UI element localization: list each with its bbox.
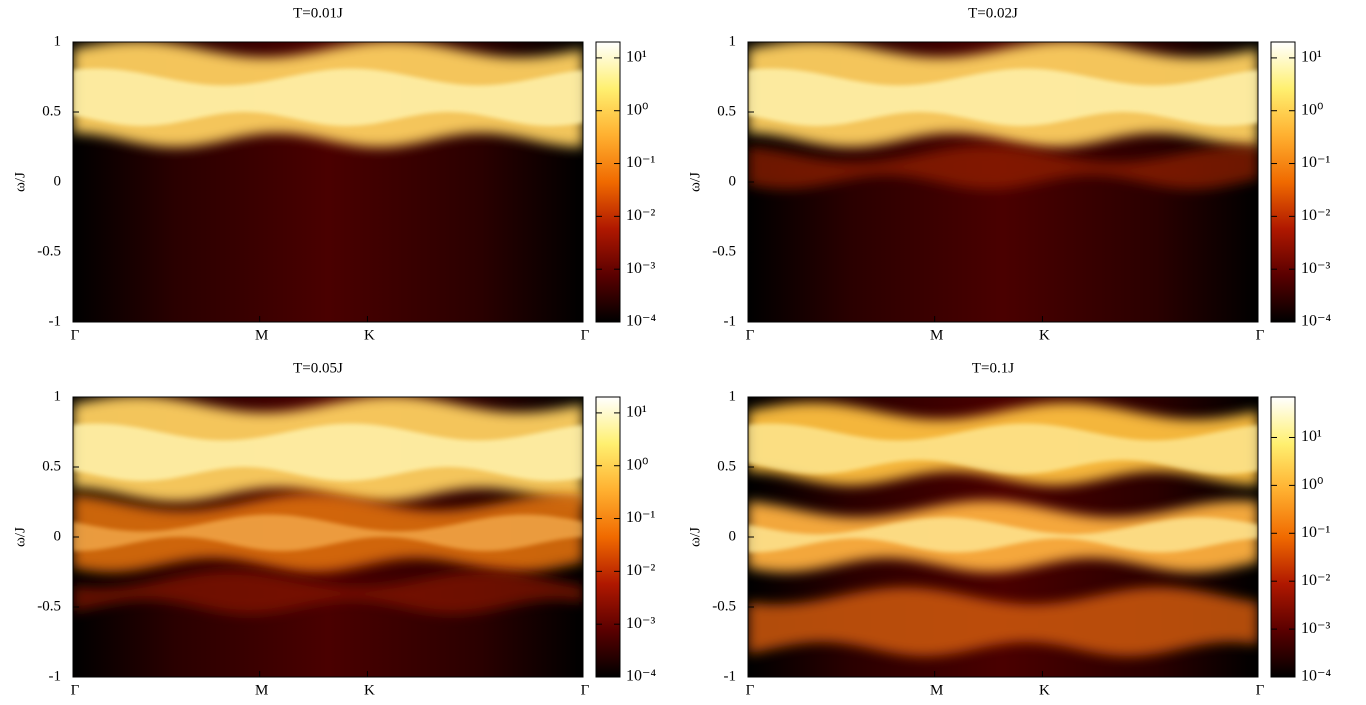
y-axis-label: ω/J [687, 172, 703, 192]
y-tick-label: 0 [54, 528, 62, 544]
heatmap-band [748, 517, 1258, 553]
x-tick-label: Γ [581, 327, 590, 343]
colorbar-tick-label: 10⁻¹ [1301, 154, 1330, 171]
heatmap [73, 397, 583, 677]
y-tick-label: 0 [729, 528, 737, 544]
heatmap-band [748, 68, 1258, 126]
x-tick-label: M [930, 682, 943, 698]
x-tick-label: K [364, 327, 375, 343]
y-tick-label: 0.5 [42, 458, 61, 474]
x-tick-label: M [255, 682, 268, 698]
panel: T=0.1J ω/J -1 -0.5 0 0.5 1 Γ M K Γ 10⁻⁴ 10⁻³ 10⁻² 10⁻¹… [687, 360, 1331, 698]
colorbar-tick-label: 10⁻⁴ [1301, 313, 1331, 330]
colorbar-tick-label: 10⁻⁴ [626, 668, 656, 685]
colorbar-tick-label: 10⁻³ [626, 260, 655, 277]
colorbar-tick-label: 10⁰ [626, 456, 648, 473]
colorbar-tick-label: 10⁻³ [1301, 260, 1330, 277]
y-axis-label: ω/J [687, 527, 703, 547]
y-tick-label: -0.5 [37, 243, 61, 259]
colorbar-tick-label: 10⁰ [1301, 101, 1323, 118]
panel: T=0.05J ω/J -1 -0.5 0 0.5 1 Γ M K Γ 10⁻⁴ 10⁻³ 10⁻² 10⁻… [12, 360, 656, 698]
x-tick-label: M [930, 327, 943, 343]
colorbar-tick-label: 10⁰ [626, 101, 648, 118]
x-tick-label: K [1039, 327, 1050, 343]
colorbar-tick-label: 10⁻⁴ [626, 313, 656, 330]
colorbar-tick-label: 10¹ [626, 404, 647, 421]
heatmap-band [73, 570, 583, 614]
heatmap [748, 42, 1258, 322]
x-tick-label: Γ [1256, 327, 1265, 343]
y-axis-label: ω/J [12, 172, 28, 192]
y-tick-label: 1 [729, 33, 737, 49]
heatmap-band [73, 68, 583, 126]
x-tick-label: Γ [746, 327, 755, 343]
heatmap-band [748, 145, 1258, 189]
y-tick-label: -1 [49, 668, 62, 684]
y-axis-label: ω/J [12, 527, 28, 547]
y-tick-label: 0.5 [42, 103, 61, 119]
x-tick-label: M [255, 327, 268, 343]
x-tick-label: K [364, 682, 375, 698]
chart-title: T=0.02J [968, 5, 1018, 21]
colorbar-tick-label: 10⁻² [1301, 207, 1330, 224]
x-tick-label: Γ [71, 327, 80, 343]
x-tick-label: Γ [746, 682, 755, 698]
y-tick-label: 1 [54, 388, 62, 404]
chart-title: T=0.05J [293, 360, 343, 376]
y-tick-label: 0 [54, 173, 62, 189]
chart-title: T=0.1J [972, 360, 1014, 376]
colorbar-tick-label: 10⁻⁴ [1301, 668, 1331, 685]
colorbar-tick-label: 10⁻³ [626, 615, 655, 632]
heatmap-band [73, 514, 583, 551]
colorbar-tick-label: 10¹ [1301, 49, 1322, 66]
colorbar-tick-label: 10⁻¹ [626, 154, 655, 171]
colorbar-tick-label: 10¹ [626, 49, 647, 66]
y-tick-label: 0.5 [717, 103, 736, 119]
chart-title: T=0.01J [293, 5, 343, 21]
colorbar-tick-label: 10⁻¹ [1301, 524, 1330, 541]
colorbar [1270, 41, 1296, 323]
y-tick-label: -1 [724, 668, 737, 684]
x-tick-label: Γ [71, 682, 80, 698]
y-tick-label: -1 [724, 313, 737, 329]
y-tick-label: -0.5 [37, 598, 61, 614]
heatmap-band [73, 423, 583, 481]
y-tick-label: 0.5 [717, 458, 736, 474]
colorbar-tick-label: 10⁻² [626, 207, 655, 224]
colorbar [595, 396, 621, 678]
y-tick-label: 1 [54, 33, 62, 49]
colorbar-tick-label: 10⁻¹ [626, 509, 655, 526]
colorbar [1270, 396, 1296, 678]
x-tick-label: Γ [581, 682, 590, 698]
panel: T=0.02J ω/J -1 -0.5 0 0.5 1 Γ M K Γ 10⁻⁴ 10⁻³ 10⁻² 10⁻… [687, 5, 1331, 343]
x-tick-label: K [1039, 682, 1050, 698]
heatmap [748, 397, 1258, 677]
y-tick-label: 0 [729, 173, 737, 189]
y-tick-label: -1 [49, 313, 62, 329]
colorbar [595, 41, 621, 323]
y-tick-label: 1 [729, 388, 737, 404]
y-tick-label: -0.5 [712, 598, 736, 614]
colorbar-tick-label: 10⁻³ [1301, 620, 1330, 637]
colorbar-tick-label: 10¹ [1301, 428, 1322, 445]
heatmap-band [748, 587, 1258, 656]
colorbar-tick-label: 10⁰ [1301, 476, 1323, 493]
y-tick-label: -0.5 [712, 243, 736, 259]
x-tick-label: Γ [1256, 682, 1265, 698]
heatmap-band [748, 423, 1258, 474]
colorbar-tick-label: 10⁻² [626, 562, 655, 579]
colorbar-tick-label: 10⁻² [1301, 572, 1330, 589]
panel: T=0.01J ω/J -1 -0.5 0 0.5 1 Γ M K Γ 10⁻⁴ 10⁻³ 10⁻² 10⁻… [12, 5, 656, 343]
heatmap [73, 42, 583, 322]
